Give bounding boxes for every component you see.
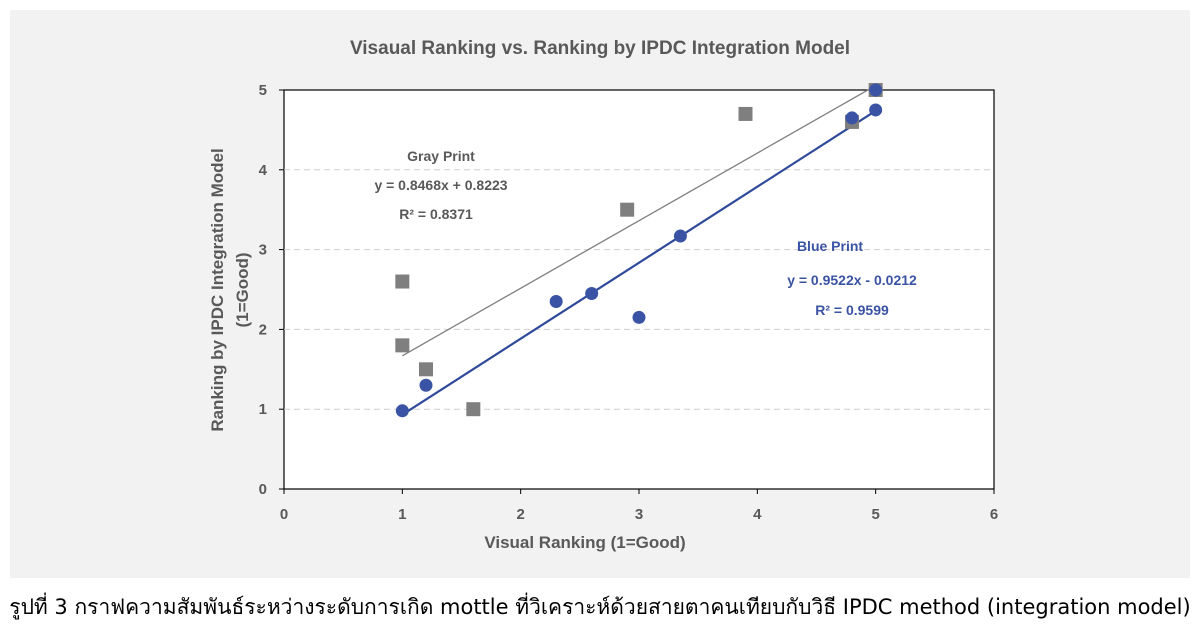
data-points xyxy=(395,83,883,418)
gray-print-point xyxy=(738,106,753,121)
y-axis-label-unit: (1=Good) xyxy=(233,252,252,327)
gray-print-point xyxy=(466,402,481,417)
x-tick-label: 6 xyxy=(990,506,998,523)
gray-print-point xyxy=(395,274,410,289)
x-axis-label: Visual Ranking (1=Good) xyxy=(484,533,685,552)
blue-print-point xyxy=(395,404,409,418)
blue-print-point xyxy=(673,229,687,243)
gray-print-point xyxy=(620,202,635,217)
x-tick-label: 2 xyxy=(516,506,524,523)
blue-print-point xyxy=(632,310,646,324)
x-tick-label: 3 xyxy=(635,506,643,523)
blue-print-point xyxy=(845,111,859,125)
blue-trendline xyxy=(401,109,877,416)
plot-area xyxy=(283,89,995,490)
blue-print-point xyxy=(869,83,883,97)
gray-print-point xyxy=(395,338,410,353)
chart-title: Visaual Ranking vs. Ranking by IPDC Inte… xyxy=(349,38,851,59)
blue-print-point xyxy=(869,103,883,117)
y-tick-label: 0 xyxy=(259,481,267,498)
y-tick-label: 5 xyxy=(259,82,267,99)
y-tick-label: 2 xyxy=(259,321,267,338)
blue-trend-equation: y = 0.9522x - 0.0212 xyxy=(787,272,917,288)
x-tick-label: 0 xyxy=(280,506,288,523)
x-tick-label: 1 xyxy=(398,506,406,523)
gridlines xyxy=(284,169,994,410)
gray-trendline xyxy=(402,84,876,357)
gray-trend-r2: R² = 0.8371 xyxy=(399,206,473,222)
x-tick-label: 4 xyxy=(753,506,762,523)
blue-print-point xyxy=(549,294,563,308)
gray-series-label: Gray Print xyxy=(407,148,475,164)
trendlines xyxy=(401,84,877,416)
y-tick-label: 4 xyxy=(259,162,268,179)
figure-caption: รูปที่ 3 กราฟความสัมพันธ์ระหว่างระดับการ… xyxy=(9,595,1191,619)
blue-print-point xyxy=(585,286,599,300)
blue-print-point xyxy=(419,378,433,392)
blue-series-label: Blue Print xyxy=(797,238,863,254)
axes: 0 1 2 3 4 5 0 1 2 3 4 5 6 xyxy=(259,82,999,523)
y-tick-label: 1 xyxy=(259,401,267,418)
y-tick-label: 3 xyxy=(259,242,267,259)
gray-print-point xyxy=(419,362,433,377)
x-tick-label: 5 xyxy=(871,506,879,523)
y-axis-label: Ranking by IPDC Integration Model xyxy=(208,148,227,431)
gray-trend-equation: y = 0.8468x + 0.8223 xyxy=(374,177,507,193)
blue-trend-r2: R² = 0.9599 xyxy=(815,302,889,318)
